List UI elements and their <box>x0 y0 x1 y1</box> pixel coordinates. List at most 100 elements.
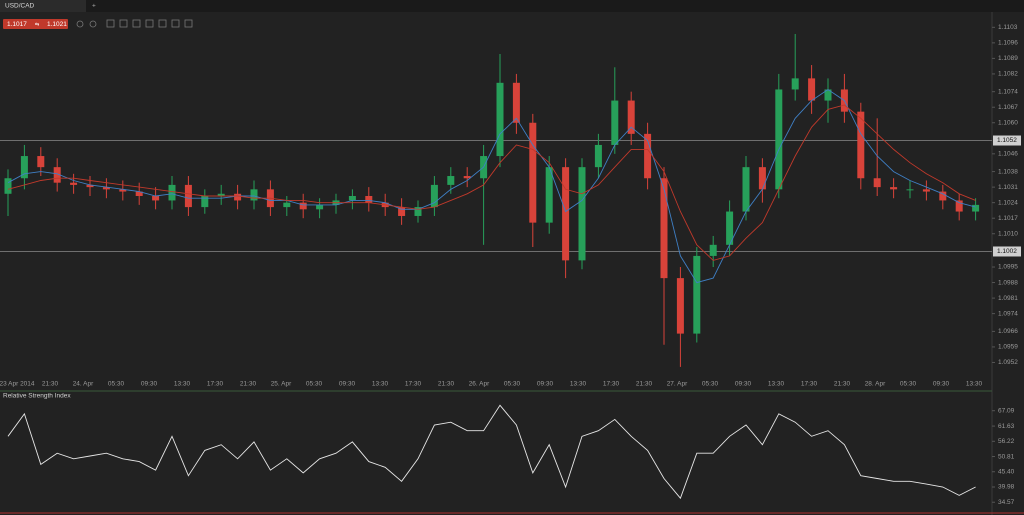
candle-body <box>299 202 307 210</box>
candle-body <box>742 167 750 212</box>
zoom-out[interactable] <box>89 20 97 28</box>
y-tick-label: 1.1103 <box>998 24 1018 31</box>
candle-body <box>37 156 45 168</box>
candle-body <box>660 178 668 279</box>
candle-body <box>545 167 553 223</box>
y-tick-label: 1.1010 <box>998 230 1018 237</box>
candle-body <box>398 207 406 216</box>
tool-icon[interactable] <box>184 19 193 28</box>
level-label: 1.1052 <box>997 137 1017 144</box>
x-tick-label: 21:30 <box>42 381 59 388</box>
candle-body <box>709 244 717 256</box>
x-tick-label: 09:30 <box>537 381 554 388</box>
y-tick-label: 1.1089 <box>998 55 1018 62</box>
y-tick-label: 1.0974 <box>998 310 1018 317</box>
candle-body <box>184 184 192 208</box>
x-tick-label: 27. Apr <box>667 381 688 388</box>
candle-body <box>135 191 143 196</box>
ask-price: 1.1021 <box>47 21 67 28</box>
tool-icon[interactable] <box>145 19 154 28</box>
moving-average <box>7 104 976 261</box>
candle-body <box>906 189 914 191</box>
tool-icon[interactable] <box>119 19 128 28</box>
x-tick-label: 13:30 <box>372 381 389 388</box>
candle-body <box>102 187 110 190</box>
tool-icon[interactable] <box>171 19 180 28</box>
level-tag <box>993 246 1021 257</box>
candle-body <box>758 167 766 190</box>
candle-body <box>693 255 701 334</box>
tool-icon[interactable] <box>106 19 115 28</box>
y-tick-label: 1.1024 <box>998 199 1018 206</box>
tool-icon[interactable] <box>132 19 141 28</box>
symbol-tab[interactable] <box>0 0 86 12</box>
x-tick-label: 17:30 <box>405 381 422 388</box>
x-tick-label: 25. Apr <box>271 381 292 388</box>
y-tick-label: 45.40 <box>998 468 1015 475</box>
y-tick-label: 34.57 <box>998 499 1015 506</box>
candle-body <box>283 202 291 208</box>
x-tick-label: 17:30 <box>801 381 818 388</box>
y-tick-label: 61.63 <box>998 423 1015 430</box>
candle-body <box>562 167 570 261</box>
candle-body <box>972 204 980 212</box>
zoom-in[interactable] <box>76 20 84 28</box>
x-tick-label: 09:30 <box>141 381 158 388</box>
x-tick-label: 21:30 <box>834 381 851 388</box>
candle-body <box>857 111 865 179</box>
x-tick-label: 05:30 <box>900 381 917 388</box>
x-tick-label: 26. Apr <box>469 381 490 388</box>
candle-body <box>86 184 94 188</box>
y-tick-label: 1.1060 <box>998 119 1018 126</box>
candle-body <box>430 184 438 208</box>
x-tick-label: 17:30 <box>603 381 620 388</box>
x-tick-label: 21:30 <box>636 381 653 388</box>
x-tick-label: 21:30 <box>438 381 455 388</box>
y-tick-label: 1.1082 <box>998 71 1018 78</box>
bid-price: 1.1017 <box>7 21 27 28</box>
moving-average <box>7 88 976 284</box>
x-tick-label: 09:30 <box>339 381 356 388</box>
candle-body <box>53 167 61 183</box>
y-tick-label: 1.0959 <box>998 344 1018 351</box>
candle-body <box>726 211 734 245</box>
candle-body <box>890 187 898 190</box>
candle-body <box>168 184 176 201</box>
candle-body <box>775 89 783 190</box>
candle-body <box>217 193 225 196</box>
price-box[interactable] <box>3 19 68 29</box>
candle-body <box>512 82 520 123</box>
candle-body <box>627 100 635 134</box>
toolbar <box>76 19 193 28</box>
tab-bar <box>0 0 1024 12</box>
candle-body <box>578 167 586 261</box>
x-tick-label: 13:30 <box>570 381 587 388</box>
x-tick-label: 21:30 <box>240 381 257 388</box>
candle-body <box>414 207 422 216</box>
rsi-line <box>7 404 976 500</box>
candle-body <box>644 133 652 179</box>
candle-body <box>496 82 504 157</box>
x-tick-label: 17:30 <box>207 381 224 388</box>
x-tick-label: 13:30 <box>174 381 191 388</box>
y-tick-label: 1.1038 <box>998 168 1018 175</box>
candle-body <box>201 196 209 208</box>
x-tick-label: 09:30 <box>933 381 950 388</box>
candle-body <box>939 191 947 201</box>
tool-icon[interactable] <box>158 19 167 28</box>
candle-body <box>152 196 160 201</box>
candle-body <box>824 89 832 101</box>
level-tag <box>993 135 1021 146</box>
y-tick-label: 1.0995 <box>998 264 1018 271</box>
y-tick-label: 67.09 <box>998 407 1015 414</box>
y-tick-label: 1.1096 <box>998 40 1018 47</box>
candle-body <box>316 204 324 210</box>
x-tick-label: 13:30 <box>966 381 983 388</box>
candle-body <box>348 196 356 201</box>
y-tick-label: 1.1046 <box>998 151 1018 158</box>
new-tab-button[interactable]: + <box>92 3 96 10</box>
candle-body <box>70 182 78 185</box>
x-tick-label: 05:30 <box>306 381 323 388</box>
